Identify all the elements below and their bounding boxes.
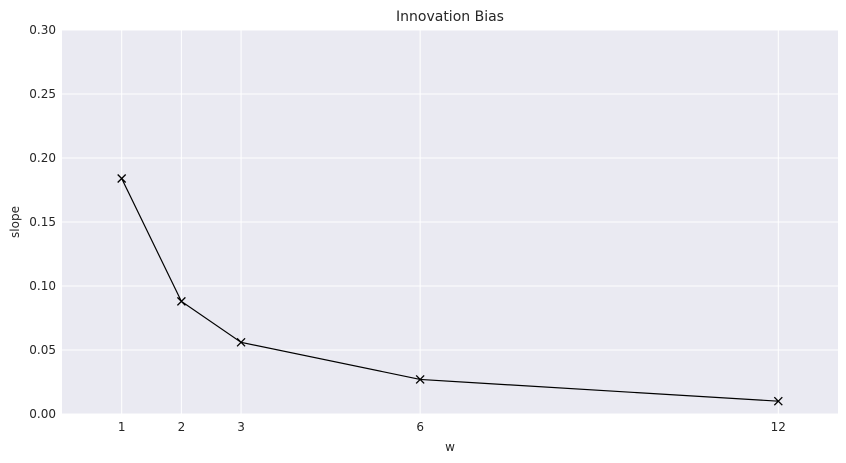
y-tick-label: 0.05: [29, 343, 56, 357]
data-point-marker: [415, 374, 425, 384]
x-tick-label: 12: [771, 420, 786, 434]
chart-title: Innovation Bias: [396, 9, 504, 25]
y-tick-label: 0.30: [29, 23, 56, 37]
data-point-marker: [236, 337, 246, 347]
data-point-marker: [117, 174, 127, 183]
y-tick-label: 0.15: [29, 215, 56, 229]
x-tick-label: 6: [416, 420, 424, 434]
marker-stroke: [415, 374, 425, 384]
y-tick-label: 0.00: [29, 407, 56, 421]
marker-stroke: [773, 396, 783, 406]
x-tick-label: 1: [118, 420, 126, 434]
ticks: 0.000.050.100.150.200.250.301 2 3 6 12: [29, 23, 786, 434]
y-tick-label: 0.25: [29, 87, 56, 101]
y-axis-label: slope: [8, 206, 22, 238]
x-axis-label: w: [445, 440, 455, 454]
marker-stroke: [176, 296, 186, 306]
y-tick-label: 0.20: [29, 151, 56, 165]
grid: [62, 29, 838, 415]
series-layer: [117, 174, 783, 406]
data-point-marker: [773, 396, 783, 406]
marker-stroke: [236, 337, 246, 347]
marker-stroke: [117, 174, 127, 183]
x-tick-label: 2: [178, 420, 186, 434]
data-point-marker: [176, 296, 186, 306]
x-tick-label: 3: [237, 420, 245, 434]
y-tick-label: 0.10: [29, 279, 56, 293]
